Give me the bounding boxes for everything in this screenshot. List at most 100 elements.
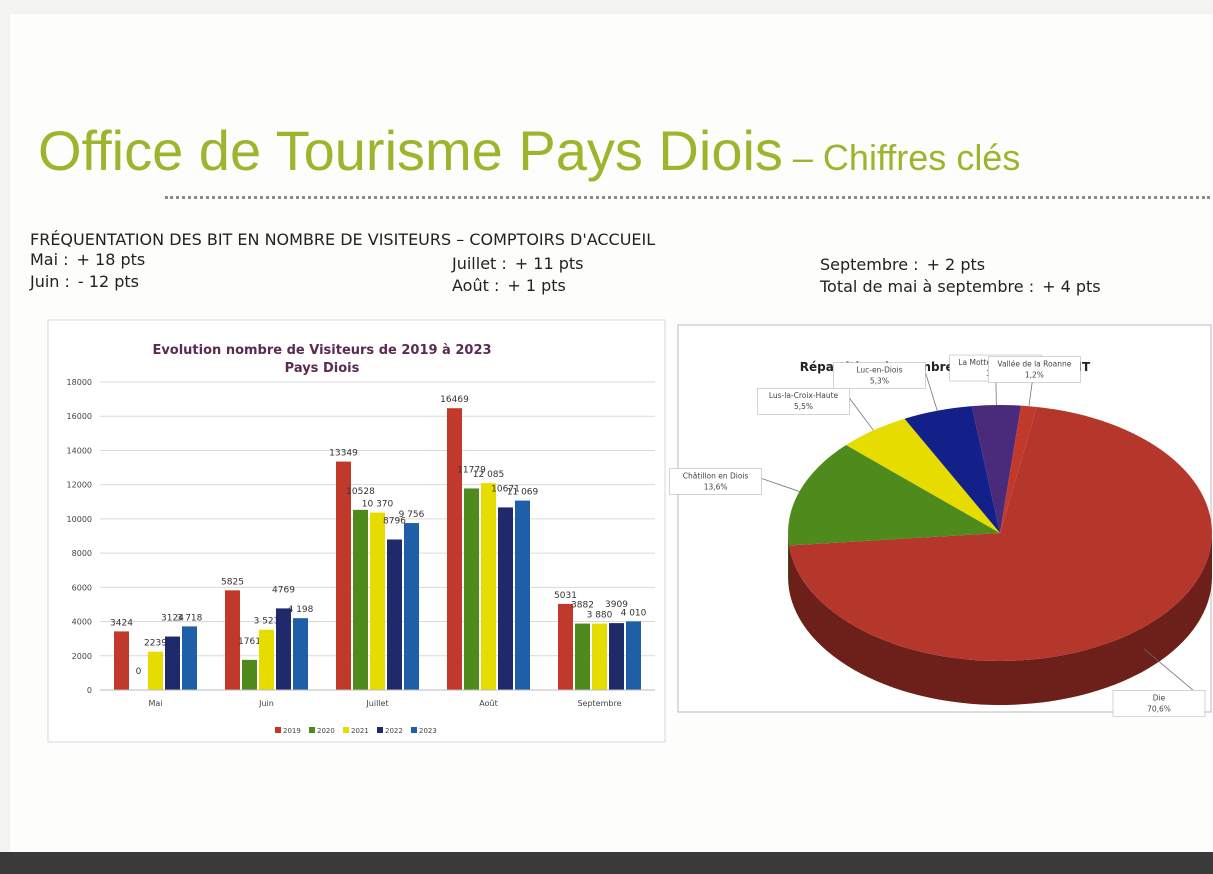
stat-label: Total de mai à septembre : xyxy=(820,277,1035,296)
stat-label: Septembre : xyxy=(820,255,919,274)
stat-label: Août : xyxy=(452,276,500,295)
data-label: 3909 xyxy=(605,600,628,610)
data-label: 12 085 xyxy=(473,470,505,480)
bar xyxy=(225,590,240,690)
data-label: 0 xyxy=(136,667,142,677)
x-tick-label: Juin xyxy=(258,699,274,708)
stat-value: + 1 pts xyxy=(507,276,566,295)
y-tick-label: 10000 xyxy=(67,515,92,524)
label-box xyxy=(833,362,926,389)
data-label: 8796 xyxy=(383,516,406,526)
data-label: 10 370 xyxy=(362,500,394,510)
legend-label: 2020 xyxy=(317,727,335,735)
stat: Juillet : + 11 pts xyxy=(452,254,584,273)
bar xyxy=(575,623,590,690)
data-label: 4 010 xyxy=(621,608,647,618)
data-label: 4769 xyxy=(272,585,295,595)
y-tick-label: 4000 xyxy=(72,618,92,627)
bar xyxy=(165,636,180,690)
slice-label: Lus-la-Croix-Haute xyxy=(769,391,839,400)
legend-label: 2019 xyxy=(283,727,301,735)
pie-slice xyxy=(971,405,1021,533)
legend-swatch xyxy=(377,727,383,733)
data-label: 13349 xyxy=(329,449,358,459)
data-label: 11779 xyxy=(457,465,486,475)
stat-value: - 12 pts xyxy=(77,272,139,291)
y-tick-label: 8000 xyxy=(72,549,92,558)
bar xyxy=(515,500,530,690)
leader-line xyxy=(761,478,800,492)
bar xyxy=(609,623,624,690)
slice-value: 1,2% xyxy=(1025,371,1044,380)
data-label: 3424 xyxy=(110,618,133,628)
data-label: 3 718 xyxy=(177,613,203,623)
pie-slice xyxy=(789,406,1212,661)
data-label: 3 523 xyxy=(254,617,280,627)
data-label: 3124 xyxy=(161,614,184,624)
legend-swatch xyxy=(343,727,349,733)
stat-label: Juillet : xyxy=(452,254,507,273)
title: Office de Tourisme Pays Diois xyxy=(38,119,783,182)
bar-chart-subtitle: Pays Diois xyxy=(285,361,360,376)
data-label: 4 198 xyxy=(288,605,314,615)
stat-value: + 11 pts xyxy=(514,254,584,273)
data-label: 3882 xyxy=(571,601,594,611)
legend-label: 2021 xyxy=(351,727,369,735)
bar xyxy=(464,488,479,690)
data-label: 16469 xyxy=(440,395,469,405)
data-label: 10528 xyxy=(346,487,375,497)
stat: Mai : + 18 pts xyxy=(30,250,145,269)
legend-label: 2022 xyxy=(385,727,403,735)
x-tick-label: Mai xyxy=(148,699,162,708)
bar xyxy=(558,603,573,690)
data-label: 10671 xyxy=(491,484,520,494)
bar xyxy=(336,461,351,690)
separator xyxy=(165,196,1210,199)
pie-slice xyxy=(904,406,1000,533)
label-box xyxy=(669,468,762,495)
pie-slice xyxy=(846,418,1000,533)
slice-value: 70,6% xyxy=(1147,704,1171,713)
data-label: 5825 xyxy=(221,577,244,587)
stat: Septembre : + 2 pts xyxy=(820,255,985,274)
label-box xyxy=(757,387,850,415)
stat: Total de mai à septembre : + 4 pts xyxy=(820,277,1101,296)
stat-value: + 4 pts xyxy=(1042,277,1101,296)
pie-slice xyxy=(1000,405,1037,533)
legend-swatch xyxy=(411,727,417,733)
bar xyxy=(481,483,496,690)
slice-label: Die xyxy=(1153,693,1166,702)
bar xyxy=(242,659,257,690)
pie-slice xyxy=(788,445,1000,546)
bar xyxy=(370,512,385,690)
data-label: 1761 xyxy=(238,637,261,647)
x-tick-label: Septembre xyxy=(577,699,621,708)
data-label: 2239 xyxy=(144,639,167,649)
label-box xyxy=(988,356,1081,383)
table-edge xyxy=(0,852,1213,874)
subtitle: – Chiffres clés xyxy=(792,137,1021,178)
x-tick-label: Juillet xyxy=(365,699,388,708)
bar xyxy=(626,621,641,690)
bar xyxy=(387,539,402,690)
bar xyxy=(148,651,163,690)
bar-chart-title: Evolution nombre de Visiteurs de 2019 à … xyxy=(152,343,491,358)
bar xyxy=(259,629,274,690)
bar xyxy=(293,618,308,690)
legend-label: 2023 xyxy=(419,727,437,735)
bar xyxy=(447,408,462,690)
y-tick-label: 18000 xyxy=(67,378,92,387)
slice-label: Luc-en-Diois xyxy=(856,366,902,375)
y-tick-label: 6000 xyxy=(72,583,92,592)
y-tick-label: 2000 xyxy=(72,652,92,661)
page-title: Office de Tourisme Pays Diois – Chiffres … xyxy=(38,118,1020,183)
label-box xyxy=(1112,690,1206,717)
slice-label: Vallée de la Roanne xyxy=(997,360,1071,369)
slice-value: 5,5% xyxy=(794,402,813,411)
stat: Août : + 1 pts xyxy=(452,276,566,295)
data-label: 11 069 xyxy=(507,488,539,498)
leader-line xyxy=(849,398,874,431)
data-label: 9 756 xyxy=(399,510,425,520)
